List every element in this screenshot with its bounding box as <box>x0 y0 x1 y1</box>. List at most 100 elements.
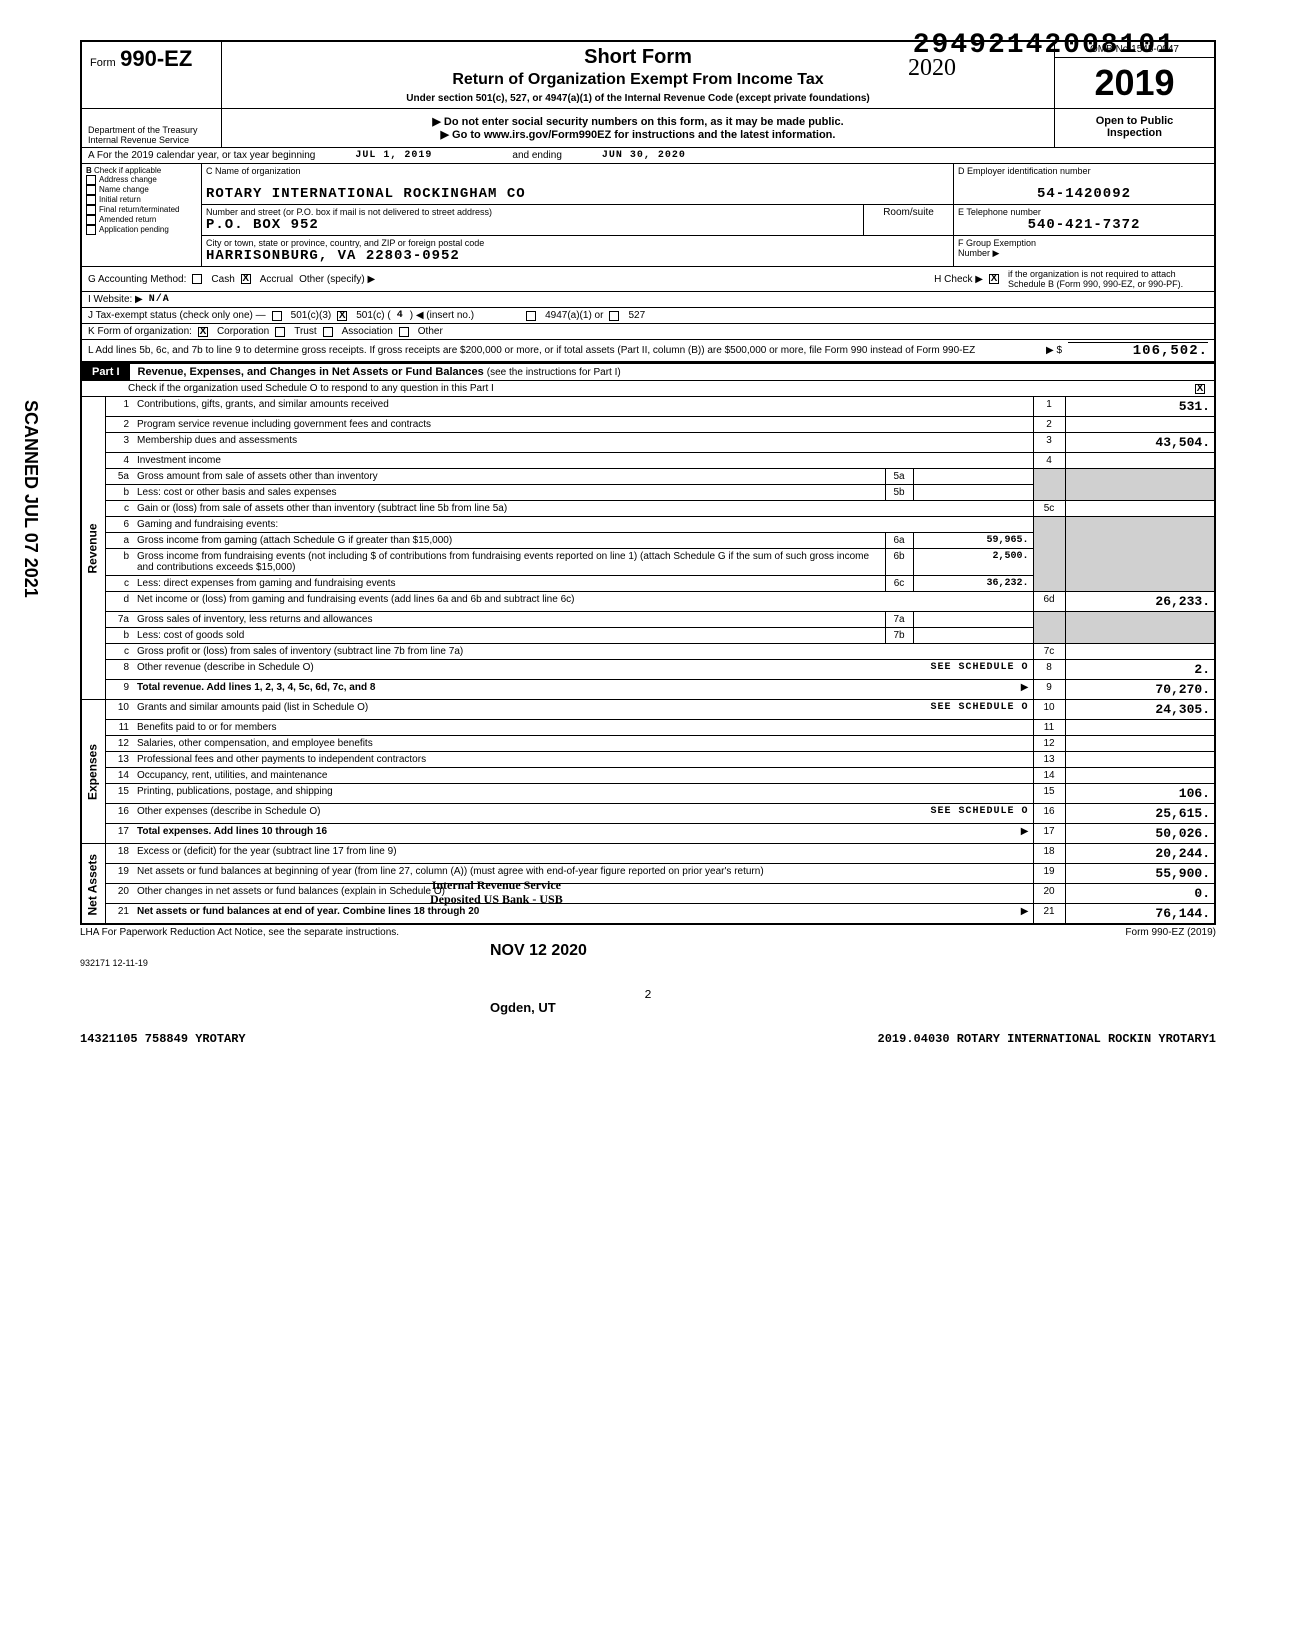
line-5a-desc: Gross amount from sale of assets other t… <box>133 469 885 485</box>
checkbox-cash[interactable] <box>192 274 202 284</box>
line-7b-desc: Less: cost of goods sold <box>133 628 885 644</box>
line-5a-sub: 5a <box>885 469 913 485</box>
line-5b-no: b <box>105 485 133 501</box>
checkbox-schedule-b[interactable] <box>989 274 999 284</box>
line-14-desc: Occupancy, rent, utilities, and maintena… <box>133 768 1033 784</box>
line-21-no: 21 <box>105 904 133 925</box>
line-20-val: 0. <box>1065 884 1215 904</box>
line-16-numcol: 16 <box>1033 804 1065 824</box>
line-3-no: 3 <box>105 433 133 453</box>
checkbox-schedule-o-used[interactable] <box>1195 384 1205 394</box>
line-l-arrow: ▶ $ <box>1046 345 1062 356</box>
line-17-val: 50,026. <box>1065 824 1215 844</box>
checkbox-4947[interactable] <box>526 311 536 321</box>
line-18-no: 18 <box>105 844 133 864</box>
label-other-method: Other (specify) ▶ <box>299 274 375 285</box>
netassets-label: Net Assets <box>81 844 105 925</box>
checkbox-app-pending[interactable] <box>86 225 96 235</box>
instr-1: Do not enter social security numbers on … <box>228 115 1048 128</box>
checkbox-association[interactable] <box>323 327 333 337</box>
line-15-no: 15 <box>105 784 133 804</box>
label-accrual: Accrual <box>260 274 293 285</box>
label-insert-no: ) ◀ (insert no.) <box>410 310 474 321</box>
line-10-desc: Grants and similar amounts paid (list in… <box>133 700 885 720</box>
line-10-val: 24,305. <box>1065 700 1215 720</box>
line-i-label: I Website: ▶ <box>88 294 143 305</box>
checkbox-trust[interactable] <box>275 327 285 337</box>
tax-year-end: JUN 30, 2020 <box>602 150 686 161</box>
line-5b-desc: Less: cost or other basis and sales expe… <box>133 485 885 501</box>
label-city: City or town, state or province, country… <box>206 238 949 248</box>
501c-number: 4 <box>397 310 404 321</box>
checkbox-501c3[interactable] <box>272 311 282 321</box>
line-10-numcol: 10 <box>1033 700 1065 720</box>
line-18-desc: Excess or (deficit) for the year (subtra… <box>133 844 1033 864</box>
addr-value: P.O. BOX 952 <box>206 217 859 233</box>
tax-year: 2019 <box>1055 58 1214 108</box>
line-14-numcol: 14 <box>1033 768 1065 784</box>
line-6c-desc: Less: direct expenses from gaming and fu… <box>133 576 885 592</box>
label-name-change: Name change <box>99 185 149 194</box>
checkbox-other-org[interactable] <box>399 327 409 337</box>
bank-stamp: Internal Revenue Service Deposited US Ba… <box>430 878 563 907</box>
checkbox-address-change[interactable] <box>86 175 96 185</box>
website-value: N/A <box>149 294 170 305</box>
part-1-title: Revenue, Expenses, and Changes in Net As… <box>130 364 1214 380</box>
checkbox-final-return[interactable] <box>86 205 96 215</box>
gross-receipts: 106,502. <box>1068 342 1208 359</box>
page-number: 2 <box>80 988 1216 1002</box>
line-6b-subval: 2,500. <box>913 549 1033 576</box>
line-20-no: 20 <box>105 884 133 904</box>
open-public: Open to Public Inspection <box>1054 109 1214 147</box>
line-15-val: 106. <box>1065 784 1215 804</box>
line-10-note: SEE SCHEDULE O <box>885 700 1033 720</box>
checkbox-corporation[interactable] <box>198 327 208 337</box>
line-18-val: 20,244. <box>1065 844 1215 864</box>
line-15-desc: Printing, publications, postage, and shi… <box>133 784 1033 804</box>
line-17-arrow: ▶ <box>913 824 1033 844</box>
line-4-desc: Investment income <box>133 453 1033 469</box>
line-6a-desc: Gross income from gaming (attach Schedul… <box>133 533 885 549</box>
checkbox-name-change[interactable] <box>86 185 96 195</box>
line-2-numcol: 2 <box>1033 417 1065 433</box>
checkbox-amended[interactable] <box>86 215 96 225</box>
line-16-desc: Other expenses (describe in Schedule O) <box>133 804 885 824</box>
footer-meta: 932171 12-11-19 <box>80 958 1216 968</box>
dept-cell: Department of the Treasury Internal Reve… <box>82 109 222 147</box>
open-line2: Inspection <box>1057 127 1212 139</box>
label-addr: Number and street (or P.O. box if mail i… <box>206 207 859 217</box>
line-6b-no: b <box>105 549 133 576</box>
shaded-5 <box>1033 469 1065 501</box>
checkbox-501c[interactable] <box>337 311 347 321</box>
line-h-label: H Check ▶ <box>934 274 983 285</box>
line-4-val <box>1065 453 1215 469</box>
line-4-numcol: 4 <box>1033 453 1065 469</box>
line-2-val <box>1065 417 1215 433</box>
line-17-no: 17 <box>105 824 133 844</box>
checkbox-527[interactable] <box>609 311 619 321</box>
box-c-city: City or town, state or province, country… <box>202 236 954 267</box>
org-name: ROTARY INTERNATIONAL ROCKINGHAM CO <box>206 186 949 202</box>
line-13-no: 13 <box>105 752 133 768</box>
page-footer: 14321105 758849 YROTARY 2019.04030 ROTAR… <box>80 1032 1216 1046</box>
line-17-desc: Total expenses. Add lines 10 through 16 <box>137 826 327 837</box>
form-subtitle: Under section 501(c), 527, or 4947(a)(1)… <box>230 93 1046 104</box>
line-1-val: 531. <box>1065 397 1215 417</box>
line-l: L Add lines 5b, 6c, and 7b to line 9 to … <box>80 340 1216 363</box>
label-association: Association <box>342 326 393 337</box>
checkbox-accrual[interactable] <box>241 274 251 284</box>
line-j: J Tax-exempt status (check only one) — 5… <box>80 308 1216 324</box>
line-g-label: G Accounting Method: <box>88 274 186 285</box>
line-j-label: J Tax-exempt status (check only one) — <box>88 310 266 321</box>
line-11-desc: Benefits paid to or for members <box>133 720 1033 736</box>
line-7a-subval <box>913 612 1033 628</box>
bank-stamp-line1: Internal Revenue Service <box>430 878 563 892</box>
label-address-change: Address change <box>99 175 157 184</box>
line-h-text: if the organization is not required to a… <box>1008 269 1208 289</box>
line-13-numcol: 13 <box>1033 752 1065 768</box>
checkbox-initial-return[interactable] <box>86 195 96 205</box>
bank-stamp-line2: Deposited US Bank - USB <box>430 892 563 906</box>
line-6d-val: 26,233. <box>1065 592 1215 612</box>
box-b-label: B <box>86 166 92 175</box>
part-1-header: Part I Revenue, Expenses, and Changes in… <box>80 363 1216 381</box>
